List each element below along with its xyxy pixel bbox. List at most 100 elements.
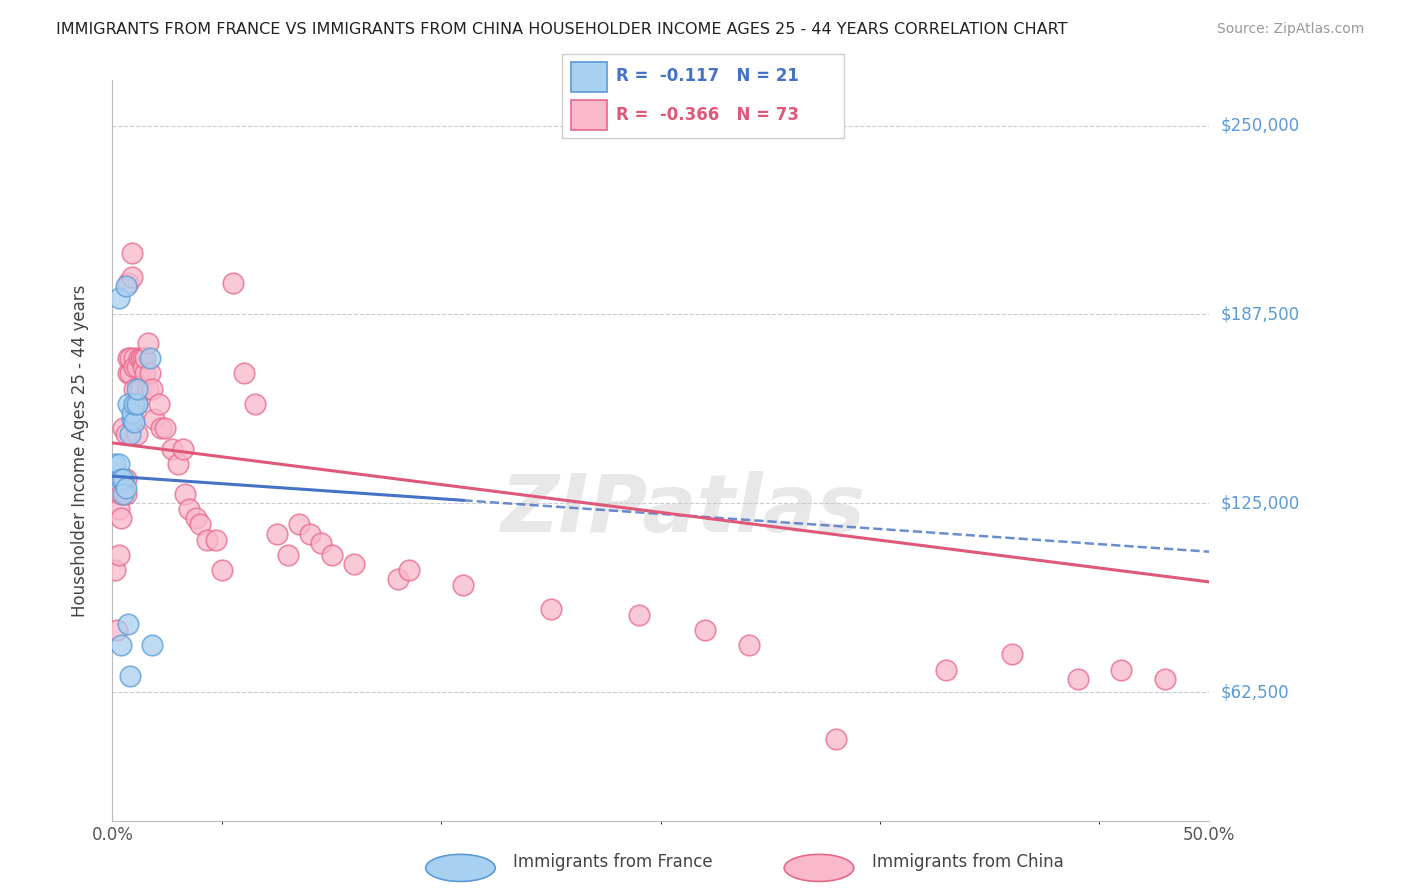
Point bbox=[124, 351, 146, 366]
Text: $250,000: $250,000 bbox=[1220, 117, 1299, 135]
Point bbox=[179, 502, 201, 516]
Text: R =  -0.117   N = 21: R = -0.117 N = 21 bbox=[616, 68, 799, 86]
Point bbox=[125, 360, 148, 375]
Text: Immigrants from France: Immigrants from France bbox=[513, 853, 713, 871]
Point bbox=[124, 415, 146, 429]
Point bbox=[143, 411, 166, 425]
Point bbox=[266, 526, 288, 541]
Point bbox=[141, 382, 163, 396]
Point bbox=[108, 548, 131, 562]
Point bbox=[104, 457, 127, 471]
Point bbox=[211, 563, 233, 577]
Point bbox=[298, 526, 321, 541]
Point bbox=[188, 517, 211, 532]
Point bbox=[129, 382, 152, 396]
Point bbox=[110, 639, 132, 653]
Point bbox=[114, 278, 136, 293]
Point bbox=[1111, 663, 1133, 677]
Text: IMMIGRANTS FROM FRANCE VS IMMIGRANTS FROM CHINA HOUSEHOLDER INCOME AGES 25 - 44 : IMMIGRANTS FROM FRANCE VS IMMIGRANTS FRO… bbox=[56, 22, 1067, 37]
Point bbox=[288, 517, 311, 532]
Point bbox=[149, 421, 172, 435]
Ellipse shape bbox=[785, 855, 853, 881]
Point bbox=[114, 487, 136, 501]
Point bbox=[321, 548, 343, 562]
Point bbox=[117, 367, 139, 381]
Point bbox=[121, 245, 143, 260]
Point bbox=[132, 360, 155, 375]
Point bbox=[124, 382, 146, 396]
Point bbox=[139, 367, 162, 381]
Point bbox=[117, 276, 139, 290]
Point bbox=[195, 533, 218, 547]
Point bbox=[1154, 672, 1177, 686]
Point bbox=[173, 487, 195, 501]
Point bbox=[121, 406, 143, 420]
Point bbox=[153, 421, 176, 435]
Point bbox=[108, 291, 131, 305]
Point bbox=[112, 487, 135, 501]
Point bbox=[114, 426, 136, 441]
Point bbox=[112, 421, 135, 435]
Point bbox=[108, 502, 131, 516]
Point bbox=[125, 396, 148, 410]
Point bbox=[125, 426, 148, 441]
Text: ZIPatlas: ZIPatlas bbox=[501, 471, 865, 549]
Point bbox=[136, 382, 159, 396]
Point bbox=[118, 426, 141, 441]
Text: R =  -0.366   N = 73: R = -0.366 N = 73 bbox=[616, 105, 799, 123]
Point bbox=[118, 351, 141, 366]
Point bbox=[110, 511, 132, 525]
Point bbox=[118, 367, 141, 381]
Point bbox=[233, 367, 256, 381]
Point bbox=[309, 535, 332, 549]
Point bbox=[118, 668, 141, 682]
Point bbox=[184, 511, 207, 525]
Point bbox=[128, 351, 150, 366]
Ellipse shape bbox=[426, 855, 495, 881]
Point bbox=[627, 608, 650, 623]
Point bbox=[136, 336, 159, 351]
Point bbox=[117, 351, 139, 366]
Point bbox=[222, 276, 245, 290]
Point bbox=[343, 557, 366, 571]
Point bbox=[125, 382, 148, 396]
Point bbox=[134, 351, 156, 366]
Point bbox=[1066, 672, 1088, 686]
Point bbox=[935, 663, 957, 677]
Point bbox=[125, 396, 148, 410]
Point bbox=[243, 396, 266, 410]
Bar bbox=[571, 100, 607, 130]
Point bbox=[148, 396, 170, 410]
Point bbox=[204, 533, 226, 547]
Point bbox=[453, 578, 475, 592]
Point bbox=[112, 472, 135, 486]
Point bbox=[117, 617, 139, 632]
Point bbox=[737, 639, 759, 653]
Point bbox=[114, 472, 136, 486]
Bar bbox=[571, 62, 607, 92]
Point bbox=[540, 602, 562, 616]
Point bbox=[387, 572, 409, 586]
Text: Source: ZipAtlas.com: Source: ZipAtlas.com bbox=[1216, 22, 1364, 37]
Point bbox=[128, 382, 150, 396]
Point bbox=[121, 411, 143, 425]
Text: Immigrants from China: Immigrants from China bbox=[872, 853, 1063, 871]
Point bbox=[124, 396, 146, 410]
Point bbox=[110, 472, 132, 486]
Point bbox=[141, 639, 163, 653]
Point bbox=[121, 269, 143, 284]
Point bbox=[167, 457, 190, 471]
Point bbox=[104, 563, 127, 577]
Point bbox=[693, 624, 716, 638]
Text: $187,500: $187,500 bbox=[1220, 305, 1299, 324]
Point bbox=[277, 548, 299, 562]
Point bbox=[172, 442, 194, 456]
Y-axis label: Householder Income Ages 25 - 44 years: Householder Income Ages 25 - 44 years bbox=[70, 285, 89, 616]
Point bbox=[124, 360, 146, 375]
Point bbox=[112, 472, 135, 486]
Point bbox=[114, 481, 136, 495]
Point bbox=[139, 351, 162, 366]
Point bbox=[129, 351, 152, 366]
Point bbox=[132, 351, 155, 366]
Text: $125,000: $125,000 bbox=[1220, 494, 1299, 512]
